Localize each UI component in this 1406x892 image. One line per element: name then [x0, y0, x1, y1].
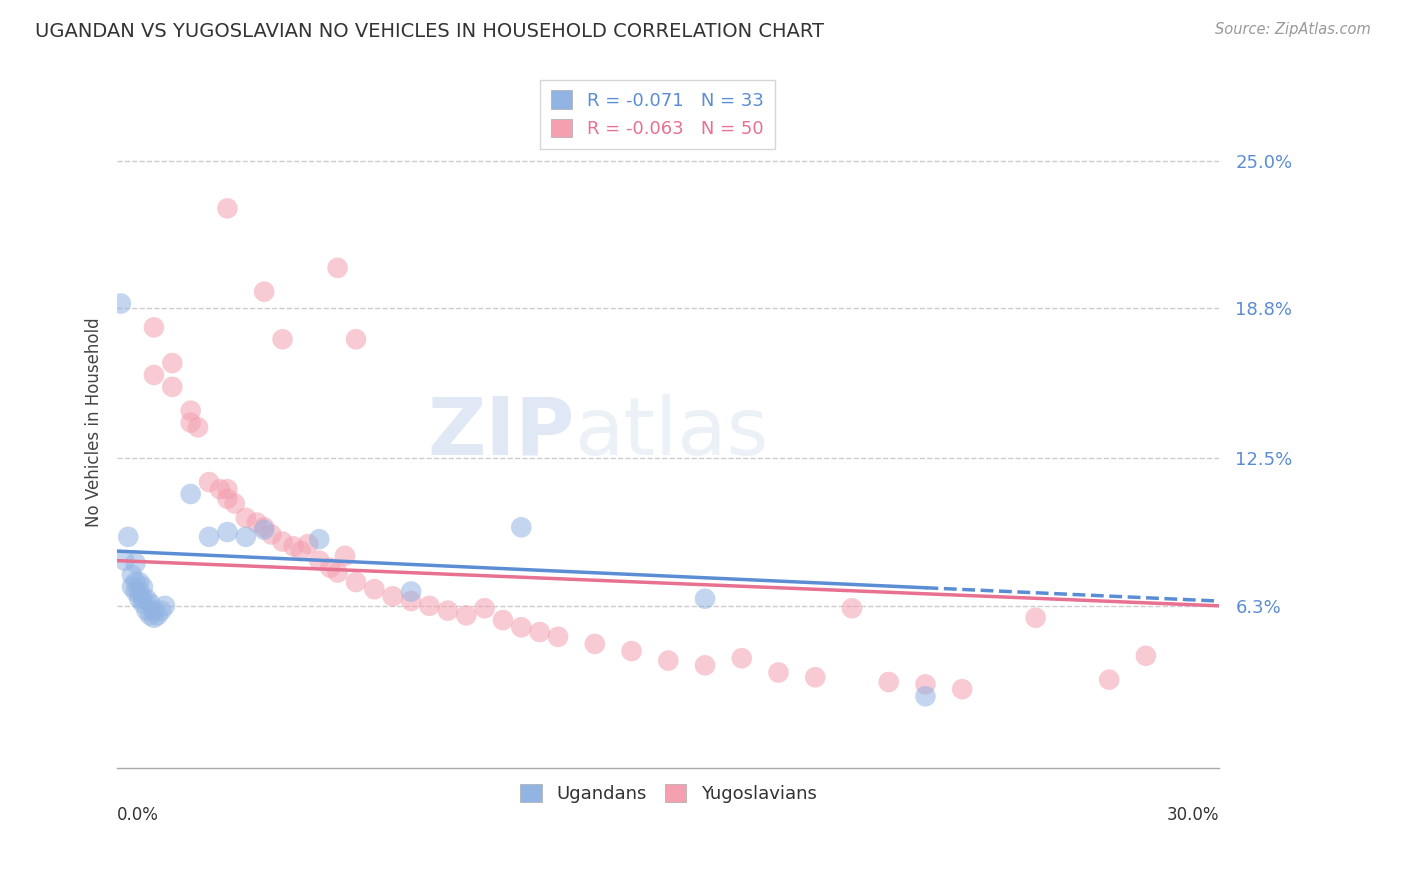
Point [142, 368, 165, 382]
Point [187, 420, 209, 434]
Point [492, 613, 515, 627]
Point [217, 482, 239, 496]
Point [271, 534, 294, 549]
Point [381, 590, 404, 604]
Point [841, 601, 863, 615]
Point [399, 594, 422, 608]
Point [128, 584, 150, 599]
Point [150, 604, 173, 618]
Point [114, 554, 136, 568]
Point [162, 356, 184, 370]
Point [271, 332, 294, 346]
Point [326, 260, 349, 275]
Point [142, 611, 165, 625]
Point [235, 530, 257, 544]
Point [474, 601, 496, 615]
Point [437, 604, 460, 618]
Point [693, 658, 716, 673]
Point [363, 582, 385, 597]
Point [139, 597, 162, 611]
Point [139, 608, 162, 623]
Point [224, 496, 246, 510]
Point [217, 491, 239, 506]
Text: 30.0%: 30.0% [1167, 805, 1219, 823]
Point [950, 682, 973, 697]
Point [344, 575, 367, 590]
Point [117, 530, 139, 544]
Point [308, 554, 330, 568]
Point [283, 539, 305, 553]
Point [142, 604, 165, 618]
Point [456, 608, 478, 623]
Point [124, 584, 146, 599]
Point [132, 580, 155, 594]
Point [529, 625, 551, 640]
Point [110, 296, 132, 310]
Point [768, 665, 790, 680]
Point [128, 575, 150, 590]
Point [510, 520, 533, 534]
Point [877, 675, 900, 690]
Point [914, 677, 936, 691]
Point [253, 285, 276, 299]
Point [162, 380, 184, 394]
Point [128, 591, 150, 606]
Point [1025, 611, 1047, 625]
Point [583, 637, 606, 651]
Point [135, 604, 157, 618]
Point [510, 620, 533, 634]
Point [547, 630, 569, 644]
Text: 0.0%: 0.0% [117, 805, 159, 823]
Point [1098, 673, 1121, 687]
Point [308, 532, 330, 546]
Point [344, 332, 367, 346]
Point [253, 523, 276, 537]
Text: ZIP: ZIP [427, 394, 575, 472]
Point [132, 591, 155, 606]
Text: Source: ZipAtlas.com: Source: ZipAtlas.com [1215, 22, 1371, 37]
Point [1135, 648, 1157, 663]
Point [124, 575, 146, 590]
Point [253, 520, 276, 534]
Point [914, 690, 936, 704]
Point [657, 654, 679, 668]
Point [326, 566, 349, 580]
Point [693, 591, 716, 606]
Point [198, 530, 221, 544]
Point [209, 482, 232, 496]
Point [620, 644, 643, 658]
Point [804, 670, 827, 684]
Point [142, 320, 165, 334]
Point [333, 549, 356, 563]
Point [153, 599, 176, 613]
Point [121, 568, 143, 582]
Point [290, 544, 312, 558]
Legend: Ugandans, Yugoslavians: Ugandans, Yugoslavians [513, 777, 824, 811]
Point [217, 202, 239, 216]
Point [297, 537, 319, 551]
Point [135, 591, 157, 606]
Point [198, 475, 221, 489]
Point [180, 403, 202, 417]
Point [319, 561, 342, 575]
Point [260, 527, 283, 541]
Point [146, 608, 169, 623]
Y-axis label: No Vehicles in Household: No Vehicles in Household [86, 318, 103, 527]
Text: UGANDAN VS YUGOSLAVIAN NO VEHICLES IN HOUSEHOLD CORRELATION CHART: UGANDAN VS YUGOSLAVIAN NO VEHICLES IN HO… [35, 22, 824, 41]
Point [235, 510, 257, 524]
Point [180, 416, 202, 430]
Point [180, 487, 202, 501]
Point [731, 651, 754, 665]
Point [246, 516, 269, 530]
Point [121, 580, 143, 594]
Point [217, 524, 239, 539]
Point [418, 599, 440, 613]
Point [399, 584, 422, 599]
Text: atlas: atlas [575, 394, 769, 472]
Point [124, 556, 146, 570]
Point [132, 597, 155, 611]
